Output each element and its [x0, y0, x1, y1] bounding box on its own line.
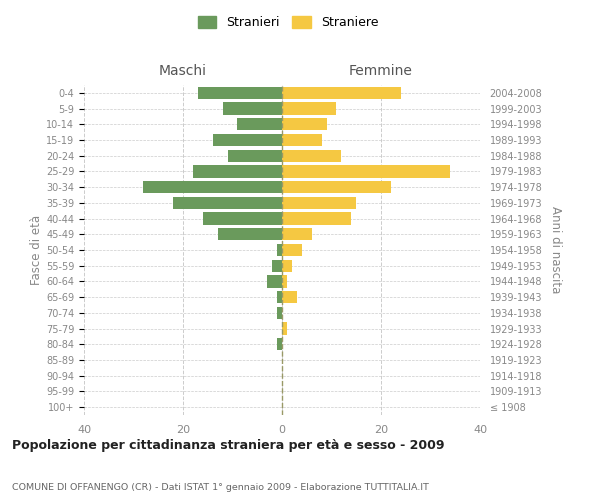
Text: Maschi: Maschi	[159, 64, 207, 78]
Bar	[223, 102, 282, 115]
Bar	[277, 291, 282, 304]
Bar	[238, 118, 282, 130]
Bar	[282, 291, 297, 304]
Bar	[282, 181, 391, 194]
Text: Femmine: Femmine	[349, 64, 413, 78]
Bar	[272, 260, 282, 272]
Bar	[282, 118, 326, 130]
Y-axis label: Anni di nascita: Anni di nascita	[549, 206, 562, 294]
Bar	[227, 150, 282, 162]
Bar	[143, 181, 282, 194]
Bar	[282, 260, 292, 272]
Bar	[282, 134, 322, 146]
Bar	[198, 86, 282, 99]
Y-axis label: Fasce di età: Fasce di età	[30, 215, 43, 285]
Bar	[282, 102, 337, 115]
Bar	[277, 306, 282, 319]
Bar	[212, 134, 282, 146]
Bar	[218, 228, 282, 240]
Bar	[282, 228, 312, 240]
Bar	[282, 212, 352, 224]
Bar	[267, 276, 282, 287]
Text: Popolazione per cittadinanza straniera per età e sesso - 2009: Popolazione per cittadinanza straniera p…	[12, 440, 445, 452]
Bar	[282, 244, 302, 256]
Bar	[282, 150, 341, 162]
Bar	[282, 322, 287, 334]
Text: COMUNE DI OFFANENGO (CR) - Dati ISTAT 1° gennaio 2009 - Elaborazione TUTTITALIA.: COMUNE DI OFFANENGO (CR) - Dati ISTAT 1°…	[12, 484, 429, 492]
Bar	[282, 166, 450, 177]
Bar	[282, 196, 356, 209]
Bar	[282, 86, 401, 99]
Legend: Stranieri, Straniere: Stranieri, Straniere	[193, 11, 383, 34]
Bar	[277, 338, 282, 350]
Bar	[282, 276, 287, 287]
Bar	[173, 196, 282, 209]
Bar	[193, 166, 282, 177]
Bar	[277, 244, 282, 256]
Bar	[203, 212, 282, 224]
